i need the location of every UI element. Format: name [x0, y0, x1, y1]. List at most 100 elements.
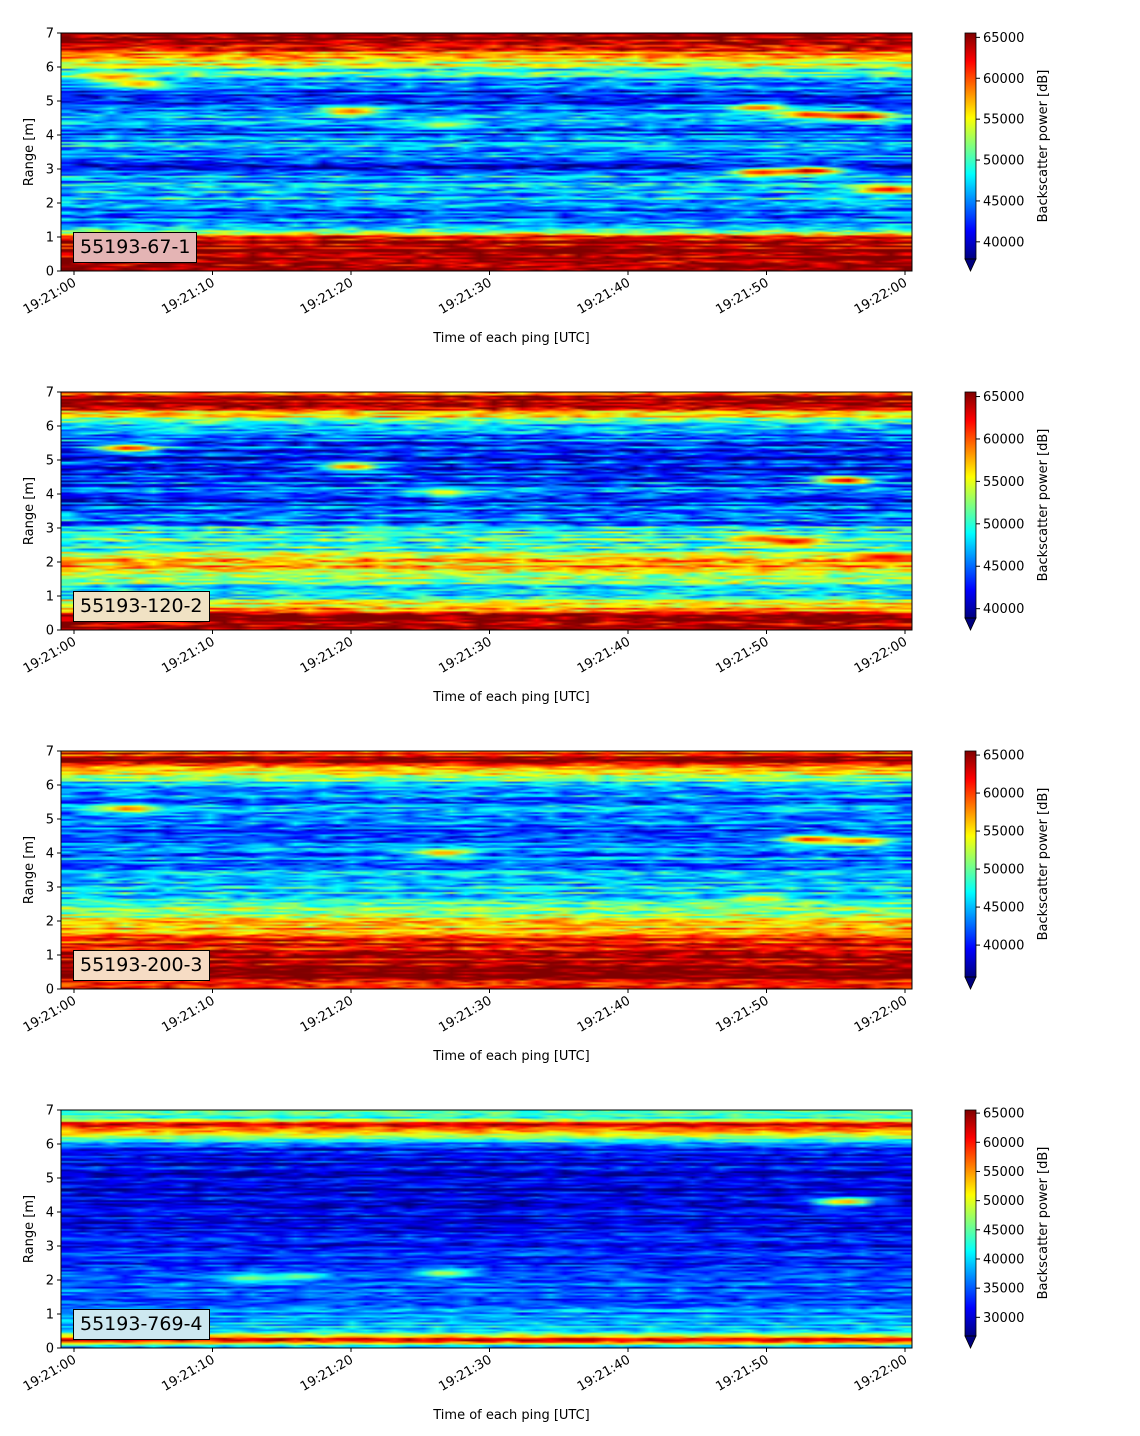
y-tick-label: 6 [46, 420, 54, 435]
y-tick-label: 0 [46, 1342, 54, 1357]
y-tick-label: 4 [46, 129, 54, 144]
y-tick-label: 2 [46, 1274, 54, 1289]
x-tick-label: 19:21:10 [159, 1352, 217, 1394]
heatmap-image [61, 1110, 912, 1348]
colorbar-frame [964, 750, 977, 978]
y-tick-label: 1 [46, 231, 54, 246]
panel-label: 55193-769-4 [73, 1309, 210, 1340]
heatmap-panel-2: 0 1 2 3 4 5 6 7 19:21:00 19:21:10 19:21:20 19:21:30… [0, 359, 1140, 718]
y-axis-label: Range [m] [22, 836, 37, 904]
y-axis-label: Range [m] [22, 1195, 37, 1263]
x-tick-label: 19:22:00 [852, 1352, 910, 1394]
heatmap-panel-3: 0 1 2 3 4 5 6 7 19:21:00 19:21:10 19:21:20 19:21:30… [0, 718, 1140, 1077]
x-axis-label: Time of each ping [UTC] [432, 331, 590, 346]
x-tick-label: 19:21:50 [713, 993, 771, 1035]
x-tick-label: 19:21:20 [298, 993, 356, 1035]
x-tick-label: 19:21:40 [575, 993, 633, 1035]
y-tick-label: 4 [46, 847, 54, 862]
colorbar-tick-label: 65000 [983, 390, 1024, 405]
colorbar [965, 33, 976, 259]
colorbar-label: Backscatter power [dB] [1036, 788, 1051, 941]
heatmap-image [61, 751, 912, 989]
colorbar-extend-min [964, 617, 977, 631]
colorbar-tick-label: 65000 [983, 749, 1024, 764]
y-tick-label: 5 [46, 813, 54, 828]
colorbar-tick-label: 45000 [983, 901, 1024, 916]
y-tick-label: 3 [46, 163, 54, 178]
axes-frame [60, 32, 913, 272]
x-tick-label: 19:21:20 [298, 1352, 356, 1394]
x-tick-label: 19:21:20 [298, 275, 356, 317]
y-tick-label: 5 [46, 95, 54, 110]
colorbar-frame [964, 32, 977, 260]
colorbar [965, 1110, 976, 1336]
colorbar-tick-label: 40000 [983, 235, 1024, 250]
y-tick-label: 1 [46, 590, 54, 605]
x-tick-label: 19:21:30 [436, 275, 494, 317]
colorbar-label: Backscatter power [dB] [1036, 1147, 1051, 1300]
axes-overlay: 0 1 2 3 4 5 6 7 19:21:00 19:21:10 19:21:20 19:21:30… [21, 386, 1051, 706]
colorbar-tick-label: 65000 [983, 1107, 1024, 1122]
y-tick-label: 7 [46, 1104, 54, 1119]
colorbar-tick-label: 60000 [983, 1136, 1024, 1151]
x-tick-label: 19:22:00 [852, 275, 910, 317]
x-tick-label: 19:21:40 [575, 275, 633, 317]
colorbar-tick-label: 55000 [983, 475, 1024, 490]
colorbar-tick-label: 55000 [983, 1165, 1024, 1180]
y-tick-label: 1 [46, 949, 54, 964]
colorbar-extend-min [964, 1335, 977, 1349]
x-tick-label: 19:21:30 [436, 993, 494, 1035]
y-tick-label: 3 [46, 522, 54, 537]
axes-overlay: 0 1 2 3 4 5 6 7 19:21:00 19:21:10 19:21:20 19:21:30… [21, 27, 1051, 347]
x-tick-label: 19:21:00 [21, 634, 79, 676]
axes-overlay: 0 1 2 3 4 5 6 7 19:21:00 19:21:10 19:21:20 19:21:30… [21, 1104, 1051, 1424]
axes-frame [60, 750, 913, 990]
colorbar-tick-label: 55000 [983, 825, 1024, 840]
panel-label: 55193-67-1 [73, 232, 198, 263]
x-tick-label: 19:21:10 [159, 993, 217, 1035]
x-tick-label: 19:21:50 [713, 1352, 771, 1394]
y-axis-label: Range [m] [22, 118, 37, 186]
colorbar-tick-label: 55000 [983, 113, 1024, 128]
colorbar-frame [964, 1109, 977, 1337]
axes-overlay: 0 1 2 3 4 5 6 7 19:21:00 19:21:10 19:21:20 19:21:30… [21, 745, 1051, 1065]
y-tick-label: 5 [46, 454, 54, 469]
colorbar-tick-label: 35000 [983, 1282, 1024, 1297]
y-tick-label: 0 [46, 265, 54, 280]
x-tick-label: 19:21:00 [21, 275, 79, 317]
colorbar-tick-label: 40000 [983, 939, 1024, 954]
y-tick-label: 6 [46, 1138, 54, 1153]
heatmap-image [61, 33, 912, 271]
y-tick-label: 6 [46, 61, 54, 76]
y-tick-label: 2 [46, 197, 54, 212]
y-tick-label: 4 [46, 1206, 54, 1221]
y-tick-label: 3 [46, 881, 54, 896]
colorbar-tick-label: 50000 [983, 154, 1024, 169]
colorbar-tick-label: 30000 [983, 1311, 1024, 1326]
colorbar-frame [964, 391, 977, 619]
y-tick-label: 2 [46, 556, 54, 571]
colorbar-tick-label: 60000 [983, 432, 1024, 447]
heatmap-image [61, 392, 912, 630]
colorbar-label: Backscatter power [dB] [1036, 429, 1051, 582]
x-tick-label: 19:21:50 [713, 634, 771, 676]
y-tick-label: 6 [46, 779, 54, 794]
x-tick-label: 19:21:00 [21, 1352, 79, 1394]
x-tick-label: 19:21:40 [575, 634, 633, 676]
x-tick-label: 19:21:40 [575, 1352, 633, 1394]
colorbar-tick-label: 50000 [983, 863, 1024, 878]
x-tick-label: 19:21:50 [713, 275, 771, 317]
y-tick-label: 7 [46, 745, 54, 760]
x-tick-label: 19:21:10 [159, 634, 217, 676]
y-tick-label: 7 [46, 386, 54, 401]
x-tick-label: 19:21:30 [436, 634, 494, 676]
y-axis-label: Range [m] [22, 477, 37, 545]
panel-label: 55193-200-3 [73, 950, 210, 981]
y-tick-label: 1 [46, 1308, 54, 1323]
x-tick-label: 19:21:00 [21, 993, 79, 1035]
colorbar-tick-label: 65000 [983, 31, 1024, 46]
colorbar-tick-label: 60000 [983, 72, 1024, 87]
x-axis-label: Time of each ping [UTC] [432, 690, 590, 705]
heatmap-panel-4: 0 1 2 3 4 5 6 7 19:21:00 19:21:10 19:21:20 19:21:30… [0, 1077, 1140, 1436]
x-tick-label: 19:21:20 [298, 634, 356, 676]
